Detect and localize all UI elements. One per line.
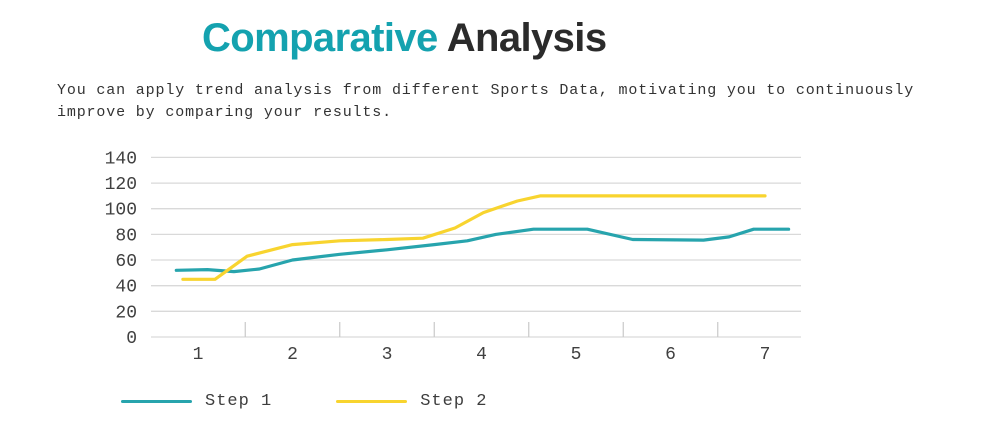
subtitle-line-1: You can apply trend analysis from differ… [57,82,915,99]
x-tick-label: 3 [382,345,393,365]
y-tick-label: 80 [115,226,137,246]
legend-label-step-1: Step 1 [205,391,273,411]
y-tick-label: 120 [105,175,137,195]
x-tick-label: 2 [287,345,298,365]
y-tick-label: 40 [115,278,137,298]
legend-item-step-2: Step 2 [336,392,487,411]
y-tick-label: 140 [105,149,137,169]
legend-label-step-2: Step 2 [420,391,488,411]
x-tick-label: 7 [760,345,771,365]
legend-swatch-step-1-icon [121,399,192,403]
x-tick-label: 6 [665,345,676,365]
legend: Step 1 Step 2 [121,392,487,411]
legend-swatch-step-2-icon [336,399,408,403]
x-tick-label: 5 [571,345,582,365]
title-highlight: Comparative [202,16,447,60]
legend-item-step-1: Step 1 [121,392,272,411]
title-rest: Analysis [446,16,607,60]
subtitle-line-2: improve by comparing your results. [57,104,392,121]
y-tick-label: 100 [105,201,137,221]
x-tick-label: 1 [193,345,204,365]
x-tick-label: 4 [476,345,487,365]
page-subtitle: You can apply trend analysis from differ… [57,80,914,124]
series-line-step-2 [181,194,767,281]
page-title: Comparative Analysis [202,14,607,62]
series-line-step-1 [174,227,791,274]
y-tick-label: 60 [115,252,137,272]
y-tick-label: 20 [115,303,137,323]
y-tick-label: 0 [126,329,137,349]
